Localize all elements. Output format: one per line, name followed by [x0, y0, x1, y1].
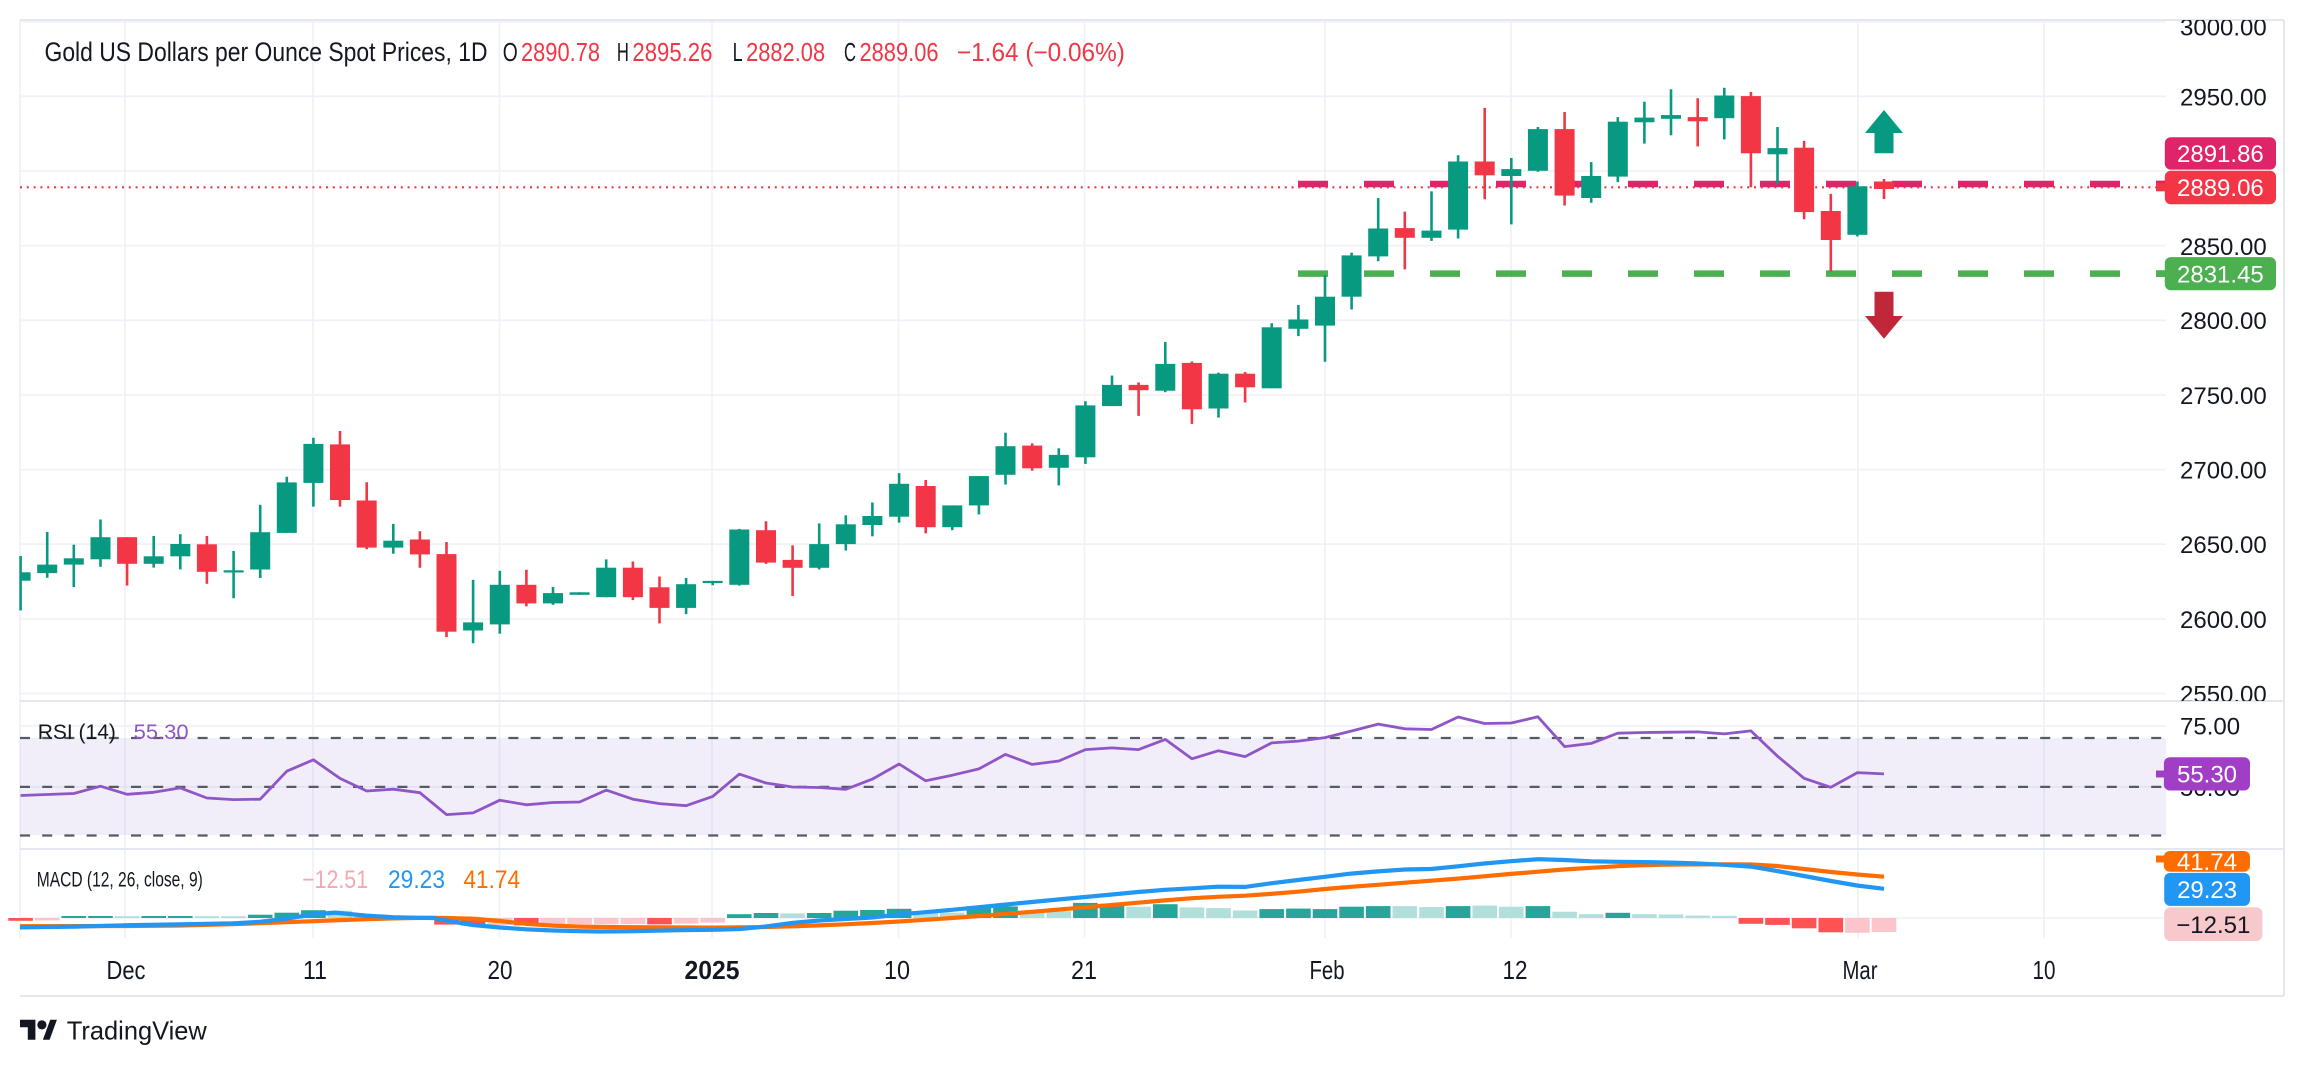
- svg-text:2950.00: 2950.00: [2180, 85, 2267, 112]
- svg-text:RSI (14): RSI (14): [38, 721, 116, 744]
- svg-text:L: L: [733, 37, 743, 67]
- svg-text:2550.00: 2550.00: [2180, 681, 2267, 708]
- svg-text:11: 11: [303, 955, 327, 985]
- svg-text:2889.06: 2889.06: [2177, 175, 2264, 202]
- svg-text:75.00: 75.00: [2180, 714, 2240, 741]
- svg-text:41.74: 41.74: [464, 866, 521, 894]
- svg-text:TradingView: TradingView: [67, 1016, 207, 1046]
- svg-text:29.23: 29.23: [2177, 877, 2237, 904]
- svg-text:2895.26: 2895.26: [632, 37, 712, 67]
- svg-text:2831.45: 2831.45: [2177, 261, 2264, 288]
- svg-text:Mar: Mar: [1843, 955, 1878, 985]
- svg-text:Dec: Dec: [107, 955, 146, 985]
- svg-text:2891.86: 2891.86: [2177, 141, 2264, 168]
- svg-text:10: 10: [2033, 955, 2056, 985]
- svg-text:O: O: [503, 37, 518, 67]
- svg-text:2025: 2025: [685, 955, 740, 985]
- svg-text:41.74: 41.74: [2177, 849, 2237, 876]
- svg-text:2890.78: 2890.78: [521, 37, 600, 67]
- svg-text:55.30: 55.30: [2177, 762, 2237, 789]
- svg-text:2882.08: 2882.08: [746, 37, 825, 67]
- svg-text:H: H: [617, 37, 629, 67]
- svg-text:−12.51: −12.51: [2176, 912, 2250, 939]
- svg-text:2750.00: 2750.00: [2180, 383, 2267, 410]
- svg-text:21: 21: [1071, 955, 1097, 985]
- svg-text:2800.00: 2800.00: [2180, 308, 2267, 335]
- svg-text:Gold US Dollars per Ounce Spot: Gold US Dollars per Ounce Spot Prices, 1…: [45, 37, 488, 67]
- svg-text:29.23: 29.23: [388, 866, 445, 894]
- svg-text:2650.00: 2650.00: [2180, 532, 2267, 559]
- svg-text:−12.51: −12.51: [302, 866, 368, 894]
- svg-text:−1.64 (−0.06%): −1.64 (−0.06%): [957, 37, 1125, 67]
- svg-text:10: 10: [884, 955, 910, 985]
- svg-text:20: 20: [488, 955, 513, 985]
- svg-text:2600.00: 2600.00: [2180, 607, 2267, 634]
- svg-text:2850.00: 2850.00: [2180, 234, 2267, 261]
- svg-text:12: 12: [1503, 955, 1528, 985]
- svg-text:2700.00: 2700.00: [2180, 458, 2267, 485]
- svg-text:2889.06: 2889.06: [860, 37, 939, 67]
- svg-text:C: C: [844, 37, 856, 67]
- svg-text:3000.00: 3000.00: [2180, 15, 2267, 42]
- svg-text:55.30: 55.30: [134, 721, 189, 744]
- svg-text:Feb: Feb: [1310, 955, 1345, 985]
- svg-text:MACD (12, 26, close, 9): MACD (12, 26, close, 9): [37, 869, 203, 892]
